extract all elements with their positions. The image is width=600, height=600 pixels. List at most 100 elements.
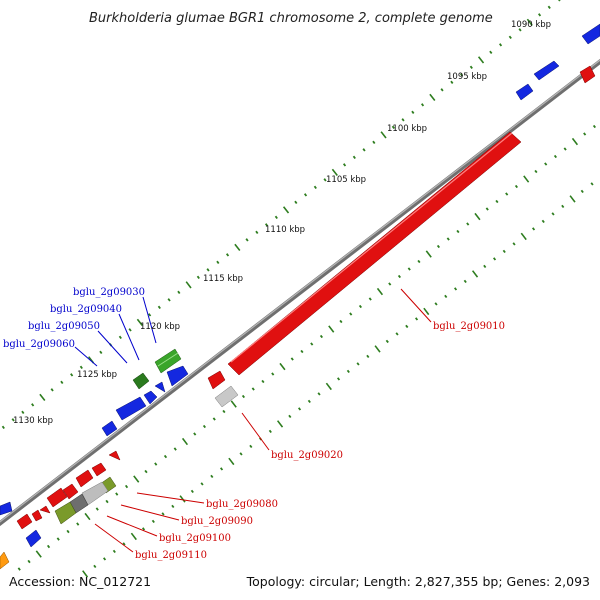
gene-feature-red[interactable]	[46, 487, 68, 508]
gene-feature-darkgreen[interactable]	[132, 372, 150, 390]
minor-tick	[202, 424, 207, 429]
gene-feature-red[interactable]	[91, 462, 107, 477]
major-tick	[471, 270, 479, 278]
minor-tick	[216, 260, 220, 265]
scale-label: 1130 kbp	[13, 416, 53, 426]
minor-tick	[346, 369, 350, 374]
minor-tick	[323, 178, 327, 182]
major-tick	[376, 287, 384, 296]
gene-feature-olive[interactable]	[54, 501, 77, 525]
gene-feature-gray[interactable]	[214, 385, 239, 408]
gene-feature-blue[interactable]	[166, 365, 189, 387]
gene-feature-blue[interactable]	[515, 83, 534, 101]
minor-tick	[151, 519, 155, 524]
minor-tick	[141, 527, 146, 531]
minor-tick	[561, 204, 565, 209]
minor-tick	[544, 162, 548, 166]
minor-tick	[495, 199, 499, 204]
minor-tick	[466, 222, 470, 226]
gene-feature-blue[interactable]	[0, 501, 13, 516]
gene-highlight	[230, 132, 513, 363]
minor-tick	[294, 200, 298, 205]
minor-tick	[310, 342, 314, 346]
gene-label-reverse[interactable]: bglu_2g09100	[159, 533, 231, 544]
minor-tick	[171, 504, 175, 509]
major-tick	[569, 195, 576, 203]
minor-tick	[385, 339, 389, 344]
major-tick	[523, 175, 530, 183]
minor-tick	[391, 125, 395, 129]
minor-tick	[212, 417, 216, 421]
gene-feature-blue[interactable]	[143, 390, 158, 405]
gene-feature-red[interactable]	[207, 370, 226, 390]
leader-line	[74, 346, 98, 367]
minor-tick	[241, 394, 246, 399]
minor-tick	[297, 407, 302, 411]
minor-tick	[303, 193, 308, 197]
gene-features	[0, 23, 600, 570]
gene-feature-blue[interactable]	[101, 420, 118, 437]
minor-tick	[436, 244, 441, 249]
gene-feature-blue[interactable]	[154, 381, 166, 393]
gene-label-forward[interactable]: bglu_2g09050	[28, 321, 100, 332]
gene-label-forward[interactable]: bglu_2g09030	[73, 287, 145, 298]
accession-text: Accession: NC_012721	[9, 574, 151, 589]
minor-tick	[534, 169, 538, 174]
gene-feature-red[interactable]	[62, 483, 79, 500]
minor-tick	[356, 362, 360, 366]
minor-tick	[512, 242, 516, 246]
gene-label-reverse[interactable]: bglu_2g09110	[135, 550, 207, 561]
gene-feature-blue[interactable]	[25, 529, 42, 548]
minor-tick	[440, 88, 444, 92]
leader-line	[118, 313, 140, 361]
minor-tick	[157, 305, 161, 310]
gene-feature-red-large[interactable]	[227, 131, 522, 376]
gene-feature-orange[interactable]	[0, 551, 10, 570]
gene-feature-blue[interactable]	[115, 396, 147, 421]
gene-label-forward[interactable]: bglu_2g09060	[3, 339, 75, 350]
scale-label: 1120 kbp	[140, 322, 180, 332]
minor-tick	[122, 542, 126, 546]
minor-tick	[60, 380, 64, 385]
minor-tick	[102, 557, 107, 561]
gene-feature-red[interactable]	[16, 513, 33, 530]
minor-tick	[105, 499, 109, 504]
leader-line	[241, 412, 270, 451]
gene-feature-red[interactable]	[39, 505, 51, 514]
gene-feature-blue[interactable]	[581, 23, 600, 45]
gene-feature-blue[interactable]	[533, 60, 560, 81]
leader-line	[400, 288, 432, 323]
minor-tick	[17, 567, 21, 571]
minor-tick	[264, 223, 269, 227]
minor-tick	[469, 65, 473, 69]
leader-line	[94, 523, 134, 553]
gene-feature-red[interactable]	[31, 509, 43, 522]
minor-tick	[196, 275, 200, 280]
gene-feature-red[interactable]	[108, 450, 121, 461]
minor-tick	[255, 230, 259, 235]
gene-label-reverse[interactable]: bglu_2g09080	[206, 499, 278, 510]
label-leaders	[74, 288, 432, 553]
gene-feature-red[interactable]	[75, 469, 94, 488]
major-tick	[331, 168, 338, 176]
minor-tick	[489, 50, 493, 54]
major-tick	[425, 250, 432, 258]
minor-tick	[222, 409, 226, 414]
map-title: Burkholderia glumae BGR1 chromosome 2, c…	[89, 11, 493, 26]
minor-tick	[245, 238, 249, 242]
minor-tick	[397, 274, 402, 279]
gene-label-reverse[interactable]: bglu_2g09010	[433, 321, 505, 332]
gene-stripe	[157, 352, 179, 367]
gene-label-reverse[interactable]: bglu_2g09090	[181, 516, 253, 527]
gene-label-reverse[interactable]: bglu_2g09020	[271, 450, 343, 461]
minor-tick	[144, 469, 148, 474]
major-tick	[374, 345, 381, 353]
gene-feature-red[interactable]	[579, 65, 596, 84]
minor-tick	[274, 215, 278, 220]
title-background	[84, 5, 510, 27]
minor-tick	[163, 454, 168, 459]
minor-tick	[372, 140, 376, 145]
gene-label-forward[interactable]: bglu_2g09040	[50, 304, 122, 315]
minor-tick	[249, 444, 253, 449]
minor-tick	[115, 492, 119, 496]
